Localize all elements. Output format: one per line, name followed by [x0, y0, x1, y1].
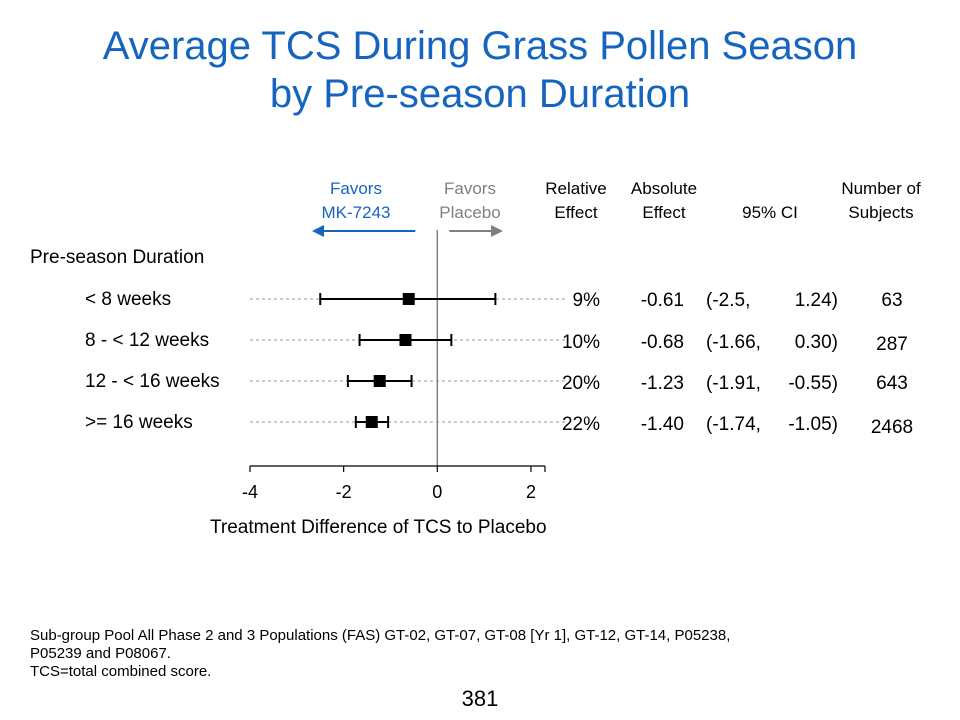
subjects-count: 287	[876, 334, 908, 355]
footnote-line-2: P05239 and P08067.	[30, 645, 171, 662]
favors-placebo-header: Favors Placebo	[439, 179, 501, 222]
absolute-effect-value: -1.40	[640, 414, 684, 435]
relative-effect-value: 10%	[561, 332, 600, 353]
section-label-preseason: Pre-season Duration	[30, 247, 205, 268]
point-estimate-marker	[373, 375, 386, 387]
slide-title: Average TCS During Grass Pollen Season b…	[0, 22, 960, 118]
point-estimate-marker	[399, 334, 412, 346]
footnote-line-1: Sub-group Pool All Phase 2 and 3 Populat…	[30, 627, 731, 644]
x-tick-label: 0	[432, 482, 442, 502]
point-estimate-marker	[402, 293, 415, 305]
absolute-effect-value: -0.68	[640, 332, 684, 353]
subjects-count: 2468	[870, 417, 914, 438]
x-axis-label: Treatment Difference of TCS to Placebo	[210, 517, 547, 538]
favors-left-arrowhead	[312, 225, 324, 237]
row-label: 12 - < 16 weeks	[85, 371, 220, 392]
relative-effect-value: 20%	[561, 373, 600, 394]
row-label: < 8 weeks	[85, 289, 172, 310]
ci-lower-value: (-1.91,	[706, 373, 761, 394]
subjects-header: Number of Subjects	[841, 179, 921, 222]
ci-header: 95% CI	[742, 203, 798, 222]
favors-mk7243-header: Favors MK-7243	[321, 179, 391, 222]
ci-lower-value: (-1.74,	[706, 414, 761, 435]
ci-upper-value: 1.24)	[794, 290, 838, 311]
subjects-count: 643	[876, 373, 908, 394]
footnote-line-3: TCS=total combined score.	[30, 663, 212, 680]
row-label: >= 16 weeks	[85, 412, 193, 433]
row-label: 8 - < 12 weeks	[85, 330, 210, 351]
ci-lower-value: (-2.5,	[706, 290, 751, 311]
point-estimate-marker	[365, 416, 378, 428]
favors-right-arrowhead	[491, 225, 503, 237]
ci-upper-value: -1.05)	[788, 414, 838, 435]
title-line-2: by Pre-season Duration	[269, 72, 691, 116]
relative-effect-header: Relative Effect	[545, 179, 607, 222]
title-line-1: Average TCS During Grass Pollen Season	[102, 24, 858, 68]
subjects-count: 63	[881, 290, 903, 311]
relative-effect-value: 22%	[561, 414, 600, 435]
x-tick-label: -2	[336, 482, 352, 502]
relative-effect-value: 9%	[572, 290, 600, 311]
page-number: 381	[461, 686, 499, 711]
ci-lower-value: (-1.66,	[706, 332, 761, 353]
absolute-effect-header: Absolute Effect	[630, 179, 698, 222]
absolute-effect-value: -1.23	[640, 373, 684, 394]
footnote: Sub-group Pool All Phase 2 and 3 Populat…	[30, 627, 730, 681]
absolute-effect-value: -0.61	[640, 290, 684, 311]
x-tick-label: -4	[242, 482, 258, 502]
ci-upper-value: 0.30)	[794, 332, 838, 353]
x-tick-label: 2	[526, 482, 536, 502]
ci-upper-value: -0.55)	[788, 373, 838, 394]
